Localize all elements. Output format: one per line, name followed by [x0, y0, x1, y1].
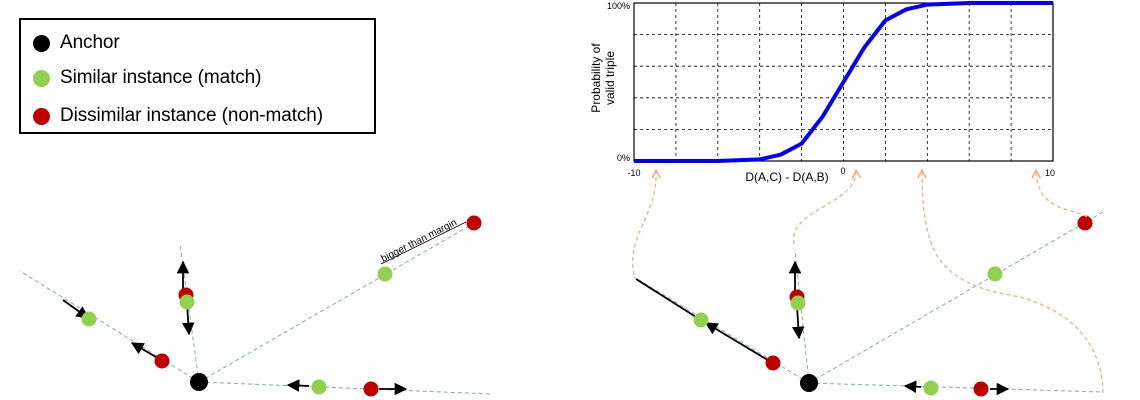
- right-line-to-similar: [635, 278, 697, 318]
- sigmoid-curve: [634, 1, 1053, 163]
- left-similar-point: [81, 311, 97, 327]
- right-arrow-similar-in: [903, 380, 922, 393]
- right-axis-upper-left: [633, 276, 810, 384]
- right-dissimilar-point: [1077, 215, 1093, 231]
- y-tick-0: 0%: [617, 153, 630, 163]
- left-axis-up: [179, 243, 200, 383]
- right-similar-point: [693, 312, 709, 328]
- legend-item-anchor: Anchor: [33, 30, 120, 56]
- right-anchor-point: [800, 374, 818, 392]
- y-axis-label-line2: valid triple: [603, 51, 617, 105]
- sigmoid-chart: 100% 0% -10 0 10 D(A,C) - D(A,B) Probabi…: [589, 1, 1055, 184]
- right-axis-up: [794, 249, 810, 384]
- right-similar-point: [923, 380, 939, 396]
- left-anchor-point: [190, 373, 208, 391]
- x-axis-label: D(A,C) - D(A,B): [745, 170, 828, 184]
- legend-label-dissimilar: Dissimilar instance (non-match): [60, 105, 323, 126]
- left-dissimilar-point: [154, 353, 170, 369]
- left-scene: bigger than margin: [19, 215, 492, 397]
- x-tick-max: 10: [1045, 168, 1055, 178]
- connector-near-zero: [793, 170, 856, 245]
- legend: Anchor Similar instance (match) Dissimil…: [19, 18, 376, 134]
- margin-note: bigger than margin: [379, 217, 458, 264]
- similar-dot-icon: [33, 69, 50, 87]
- legend-item-dissimilar: Dissimilar instance (non-match): [33, 103, 323, 129]
- right-axis-right: [808, 382, 1103, 393]
- right-similar-point: [987, 266, 1003, 282]
- x-tick-zero: 0: [840, 166, 845, 176]
- right-dissimilar-point: [973, 381, 989, 397]
- left-similar-point: [377, 266, 393, 282]
- left-arrow-similar-in: [286, 379, 310, 392]
- legend-label-similar: Similar instance (match): [60, 67, 262, 88]
- right-axis-upper-right: [808, 211, 1104, 384]
- left-axis-right: [198, 381, 492, 395]
- connector-positive: [922, 170, 1104, 394]
- dissimilar-dot-icon: [33, 107, 50, 125]
- left-similar-point: [179, 294, 195, 310]
- margin-underline: [380, 221, 467, 265]
- left-axis-upper-left: [19, 270, 200, 383]
- right-arrow-pull-dissimilar: [704, 322, 772, 363]
- right-arrow-down: [792, 305, 805, 340]
- right-dissimilar-point: [765, 355, 781, 371]
- y-tick-100: 100%: [607, 1, 630, 11]
- legend-item-similar: Similar instance (match): [33, 65, 261, 91]
- y-axis-label: Probability of valid triple: [589, 43, 617, 113]
- connector-far-negative: [632, 170, 656, 276]
- left-dissimilar-point: [466, 215, 482, 231]
- y-axis-label-line1: Probability of: [589, 43, 603, 113]
- connector-far-positive: [1036, 170, 1088, 218]
- legend-label-anchor: Anchor: [60, 32, 120, 53]
- right-scene: [633, 211, 1104, 397]
- right-similar-point: [790, 295, 806, 311]
- anchor-dot-icon: [33, 34, 50, 52]
- left-axis-upper-right: [198, 221, 477, 383]
- x-tick-min: -10: [627, 168, 640, 178]
- chart-frame: [633, 2, 1054, 162]
- left-dissimilar-point: [363, 381, 379, 397]
- left-similar-point: [311, 379, 327, 395]
